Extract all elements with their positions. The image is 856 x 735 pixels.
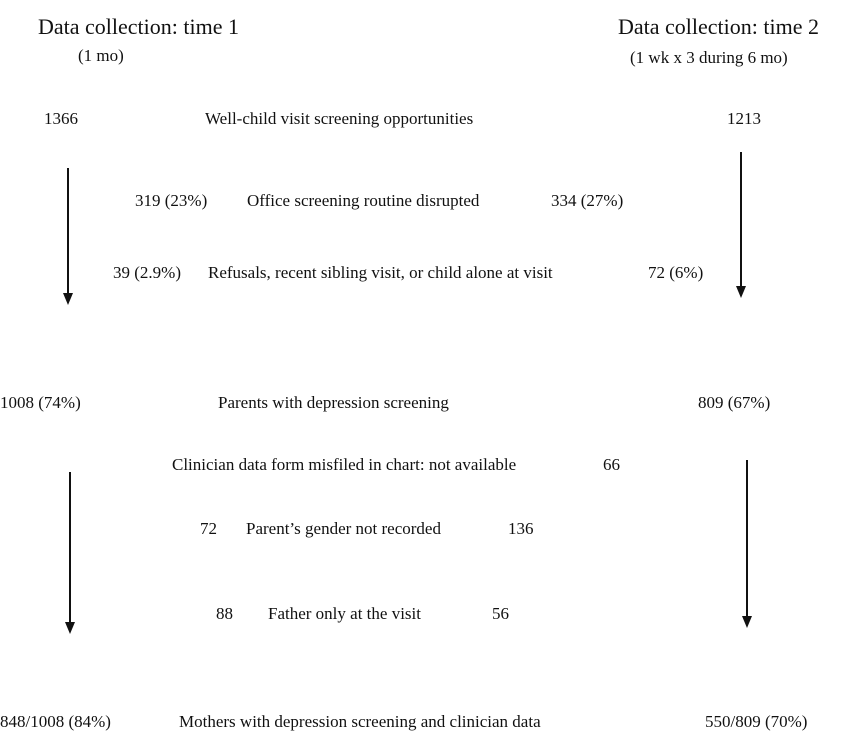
screened-time1-count: 1008 (74%)	[0, 393, 81, 412]
screened-time2-count: 809 (67%)	[698, 393, 771, 412]
father-time2-count: 56	[492, 604, 509, 623]
father-time1-count: 88	[216, 604, 233, 623]
disrupted-time2-count: 334 (27%)	[551, 191, 624, 210]
gender-time1-count: 72	[200, 519, 217, 538]
time1-header: Data collection: time 1	[38, 14, 239, 39]
mothers-label: Mothers with depression screening and cl…	[179, 712, 541, 731]
disrupted-time1-count: 319 (23%)	[135, 191, 208, 210]
refusals-time2-count: 72 (6%)	[648, 263, 704, 282]
refusals-time1-count: 39 (2.9%)	[113, 263, 181, 282]
time1-subheader: (1 mo)	[78, 46, 124, 65]
time2-arrow-bottom-line	[746, 460, 748, 616]
mothers-time1-count: 848/1008 (84%)	[0, 712, 111, 731]
gender-label: Parent’s gender not recorded	[246, 519, 441, 538]
misfiled-label: Clinician data form misfiled in chart: n…	[172, 455, 517, 474]
time1-arrow-top-head	[63, 293, 73, 305]
time2-arrow-top-head	[736, 286, 746, 298]
opportunities-label: Well-child visit screening opportunities	[205, 109, 474, 128]
refusals-label: Refusals, recent sibling visit, or child…	[208, 263, 553, 282]
time2-subheader: (1 wk x 3 during 6 mo)	[630, 48, 788, 67]
time1-arrow-bottom-line	[69, 472, 71, 622]
screened-label: Parents with depression screening	[218, 393, 449, 412]
disrupted-label: Office screening routine disrupted	[247, 191, 480, 210]
opportunities-time2-count: 1213	[727, 109, 761, 128]
misfiled-time2-count: 66	[603, 455, 620, 474]
time2-arrow-bottom-head	[742, 616, 752, 628]
time2-header: Data collection: time 2	[618, 14, 819, 39]
mothers-time2-count: 550/809 (70%)	[705, 712, 808, 731]
father-label: Father only at the visit	[268, 604, 421, 623]
time1-arrow-top-line	[67, 168, 69, 293]
time2-arrow-top-line	[740, 152, 742, 286]
time1-arrow-bottom-head	[65, 622, 75, 634]
opportunities-time1-count: 1366	[44, 109, 78, 128]
gender-time2-count: 136	[508, 519, 534, 538]
